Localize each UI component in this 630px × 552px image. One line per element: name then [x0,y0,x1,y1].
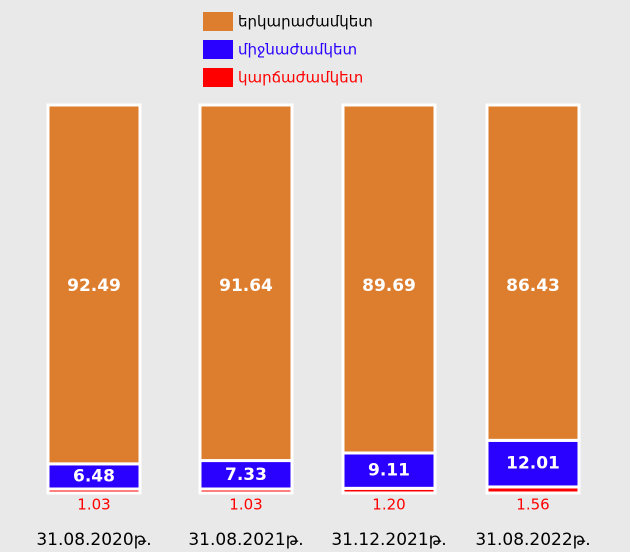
value-label: 1.20 [372,496,405,514]
value-label: 89.69 [362,276,416,296]
value-label: 6.48 [73,466,115,486]
x-tick-label: 31.12.2021թ. [331,530,446,550]
legend-swatch [203,68,233,87]
legend-label: կարճաժամկետ [238,69,363,87]
value-label: 1.56 [516,496,549,514]
x-tick-label: 31.08.2022թ. [475,530,590,550]
value-label: 91.64 [219,276,273,296]
value-label: 9.11 [368,461,410,481]
bar-segment [46,103,142,466]
legend-label: միջնաժամկետ [238,41,357,59]
bar-segment [198,103,294,463]
legend-swatch [203,40,233,59]
value-label: 1.03 [229,496,262,514]
value-label: 7.33 [225,465,267,485]
value-label: 92.49 [67,276,121,296]
x-tick-label: 31.08.2021թ. [188,530,303,550]
value-label: 12.01 [506,454,560,474]
legend-swatch [203,12,233,31]
bar-segment [341,103,437,455]
value-label: 86.43 [506,276,560,296]
x-tick-label: 31.08.2020թ. [36,530,151,550]
bar-segment [198,459,294,491]
legend-label: երկարաժամկետ [238,13,373,31]
bar-segment [485,103,581,442]
value-label: 1.03 [77,496,110,514]
